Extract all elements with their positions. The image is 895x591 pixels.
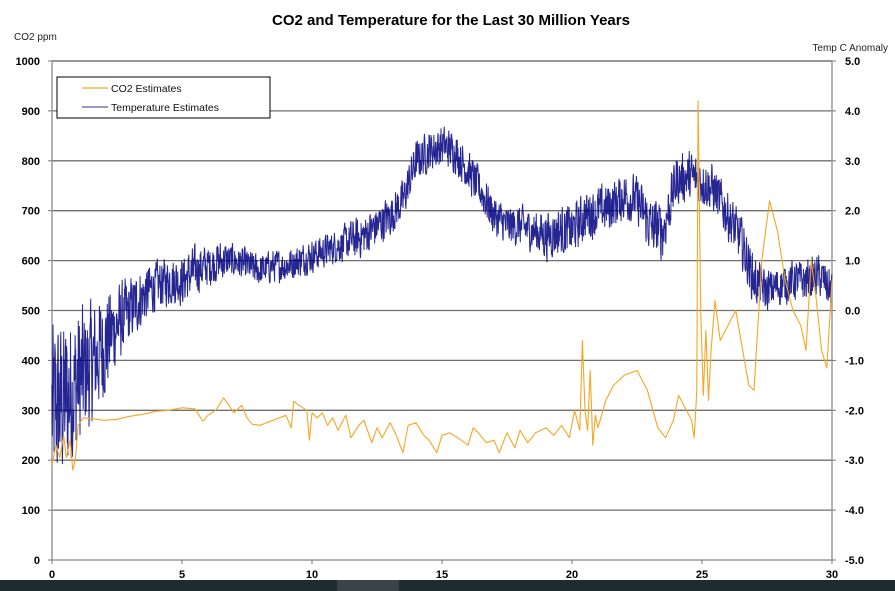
right-tick-label: -3.0 (845, 455, 864, 467)
left-tick-label: 500 (22, 306, 40, 318)
legend-label-temperature: Temperature Estimates (111, 102, 219, 114)
left-tick-label: 600 (22, 256, 40, 268)
right-tick-label: 5.0 (845, 56, 860, 68)
taskbar-strip (0, 580, 895, 591)
right-axis-label: Temp C Anomaly (812, 43, 888, 54)
x-tick-label: 10 (306, 569, 318, 581)
right-tick-label: -2.0 (845, 405, 864, 417)
x-tick-label: 15 (436, 569, 448, 581)
right-tick-label: 2.0 (845, 206, 860, 218)
right-tick-label: 3.0 (845, 156, 860, 168)
left-tick-label: 0 (34, 555, 40, 567)
left-tick-label: 800 (22, 156, 40, 168)
left-tick-label: 200 (22, 455, 40, 467)
left-tick-label: 700 (22, 206, 40, 218)
co2-series-line (51, 100, 833, 471)
left-tick-label: 400 (22, 355, 40, 367)
left-axis-label: CO2 ppm (14, 32, 57, 43)
right-tick-label: -5.0 (845, 555, 864, 567)
left-tick-label: 100 (22, 505, 40, 517)
x-tick-label: 25 (696, 569, 708, 581)
taskbar-tab (337, 580, 399, 591)
x-tick-label: 0 (49, 569, 55, 581)
left-tick-label: 900 (22, 106, 40, 118)
right-tick-label: -1.0 (845, 355, 864, 367)
left-tick-label: 1000 (16, 56, 40, 68)
x-tick-label: 5 (179, 569, 185, 581)
right-axis-ticks: -5.0 -4.0 -3.0 -2.0 -1.0 0.0 1.0 2.0 3.0 4.0 5.0 (832, 56, 864, 567)
x-tick-label: 20 (566, 569, 578, 581)
chart-title: CO2 and Temperature for the Last 30 Mill… (272, 12, 630, 29)
left-axis-ticks: 0 100 200 300 400 500 600 700 800 900 1000 (16, 56, 52, 567)
right-tick-label: -4.0 (845, 505, 864, 517)
left-tick-label: 300 (22, 405, 40, 417)
temperature-series-line (51, 126, 833, 465)
right-tick-label: 1.0 (845, 256, 860, 268)
legend-box (56, 76, 271, 119)
legend-label-co2: CO2 Estimates (111, 83, 182, 95)
x-axis-ticks: 0 5 10 15 20 25 30 (49, 560, 838, 581)
series-layer (51, 100, 833, 471)
x-tick-label: 30 (826, 569, 838, 581)
legend: CO2 Estimates Temperature Estimates (56, 76, 271, 119)
right-tick-label: 4.0 (845, 106, 860, 118)
right-tick-label: 0.0 (845, 306, 860, 318)
